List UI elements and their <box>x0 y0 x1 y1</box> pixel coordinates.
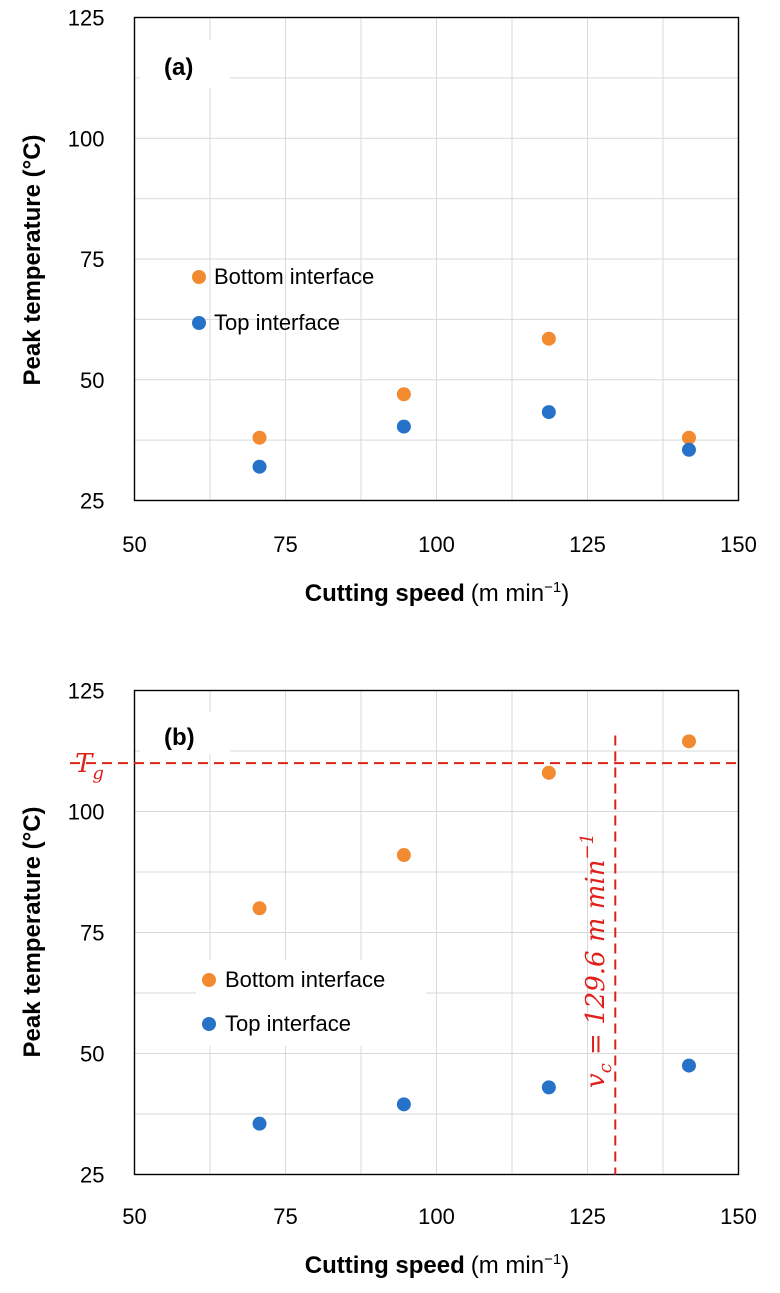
panel-a-top-interface-point <box>396 419 411 434</box>
panel-b-x-tick-label: 50 <box>122 1204 146 1229</box>
panel-b-y-axis-title: Peak temperature (°C) <box>19 806 46 1057</box>
vc-label-main: v <box>581 1073 611 1088</box>
panel-b-legend-bg <box>196 960 426 1046</box>
panel-a-xunit-sup: −1 <box>544 579 561 596</box>
panel-b-x-axis-title: Cutting speed (m min−1) <box>305 1251 569 1279</box>
panel-b-bottom-interface-point <box>541 765 556 780</box>
panel-b-x-tick-label: 150 <box>720 1204 757 1229</box>
panel-b-top-interface-point <box>252 1116 267 1131</box>
panel-b-top-interface-point <box>541 1080 556 1095</box>
panel-b-marks <box>252 734 696 1131</box>
panel-a-xunit-close: ) <box>561 580 569 607</box>
legend-top-marker <box>202 1017 216 1031</box>
panel-a-y-tick-label: 125 <box>68 6 105 31</box>
panel-b-x-tick-label: 75 <box>273 1204 297 1229</box>
panel-b-bottom-interface-point <box>252 901 267 916</box>
legend-top-marker <box>192 316 206 330</box>
panel-b-y-tick-label: 75 <box>80 921 104 946</box>
vc-label: vc = 129.6 m min−1 <box>577 833 616 1088</box>
panel-a-y-tick-label: 100 <box>68 126 105 151</box>
panel-a-legend: Bottom interface Top interface <box>192 264 374 335</box>
panel-a-bottom-interface-point <box>681 430 696 445</box>
panel-a-y-axis-title: Peak temperature (°C) <box>19 134 46 385</box>
panel-a-x-axis-title: Cutting speed (m min−1) <box>305 579 569 607</box>
panel-b-xunit-close: ) <box>561 1252 569 1279</box>
panel-a-label-box <box>140 40 230 88</box>
panel-a-label: (a) <box>164 54 193 81</box>
panel-b-reference-lines <box>70 735 739 1175</box>
panel-a-top-interface-point <box>541 405 556 420</box>
vc-label-text: = 129.6 m min <box>581 860 611 1064</box>
panel-b-x-ticks: 50 75 100 125 150 <box>122 1204 757 1229</box>
panel-a-y-tick-label: 75 <box>80 247 104 272</box>
panel-b-y-tick-label: 100 <box>68 800 105 825</box>
panel-a-x-tick-label: 125 <box>569 532 606 557</box>
panel-b-legend: Bottom interface Top interface <box>202 967 385 1036</box>
panel-b-y-tick-label: 125 <box>68 679 105 704</box>
panel-b-xlabel: Cutting speed <box>305 1252 465 1279</box>
tg-label: Tg <box>75 749 104 784</box>
panel-b-xunit-sup: −1 <box>544 1251 561 1268</box>
panel-a-grid <box>134 17 739 501</box>
panel-a-xunit: (m min <box>471 580 544 607</box>
panel-a-bottom-interface-point <box>541 331 556 346</box>
panel-b-bottom-interface-point <box>396 848 411 863</box>
legend-bottom-label: Bottom interface <box>214 264 374 289</box>
panel-b-grid <box>134 690 739 1175</box>
panel-b-top-interface-point <box>396 1097 411 1112</box>
panel-b-x-tick-label: 125 <box>569 1204 606 1229</box>
panel-b-label: (b) <box>164 724 195 751</box>
legend-bottom-label: Bottom interface <box>225 967 385 992</box>
panel-a-bottom-interface-point <box>252 430 267 445</box>
panel-b-xunit: (m min <box>471 1252 544 1279</box>
panel-b-top-interface-point <box>681 1058 696 1073</box>
panel-a-y-ticks: 25 50 75 100 125 <box>68 6 105 514</box>
panel-b-y-ticks: 25 50 75 100 125 <box>68 679 105 1188</box>
tg-label-main: T <box>75 749 94 779</box>
panel-a-bottom-interface-point <box>396 387 411 402</box>
panel-a-x-tick-label: 50 <box>122 532 146 557</box>
panel-b-y-tick-label: 25 <box>80 1163 104 1188</box>
legend-bottom-marker <box>202 973 216 987</box>
panel-b-plot-frame <box>133 689 740 1176</box>
panel-a-x-tick-label: 75 <box>273 532 297 557</box>
panel-a-xlabel: Cutting speed <box>305 580 465 607</box>
vc-label-sup: −1 <box>577 833 598 860</box>
panel-b-label-box <box>140 712 230 754</box>
legend-top-label: Top interface <box>214 310 340 335</box>
panel-a-marks <box>252 331 696 474</box>
panel-b: (b) 50 75 100 125 150 25 50 75 100 125 Bottom in… <box>19 679 757 1280</box>
panel-b-y-tick-label: 50 <box>80 1042 104 1067</box>
panel-a-plot-frame <box>133 16 740 502</box>
vc-label-sub: c <box>595 1063 616 1073</box>
panel-b-bottom-interface-point <box>681 734 696 749</box>
panel-a-x-ticks: 50 75 100 125 150 <box>122 532 757 557</box>
panel-a-top-interface-point <box>252 459 267 474</box>
panel-a-y-tick-label: 50 <box>80 368 104 393</box>
panel-b-x-tick-label: 100 <box>418 1204 455 1229</box>
panel-a-x-tick-label: 100 <box>418 532 455 557</box>
tg-label-sub: g <box>92 763 104 784</box>
panel-a-x-tick-label: 150 <box>720 532 757 557</box>
panel-a: (a) 50 75 100 125 150 25 50 75 100 125 Bottom in… <box>19 6 757 608</box>
panel-a-top-interface-point <box>681 442 696 457</box>
legend-bottom-marker <box>192 270 206 284</box>
legend-top-label: Top interface <box>225 1011 351 1036</box>
panel-a-y-tick-label: 25 <box>80 489 104 514</box>
